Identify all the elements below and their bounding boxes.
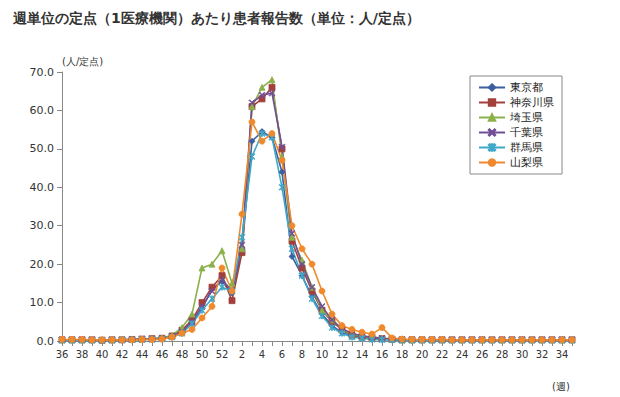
svg-text:(人/定点): (人/定点) [62,56,103,67]
svg-text:20: 20 [416,349,429,360]
svg-text:46: 46 [156,349,169,360]
svg-text:6: 6 [279,349,285,360]
svg-text:14: 14 [356,349,369,360]
svg-text:48: 48 [176,349,189,360]
svg-text:36: 36 [56,349,69,360]
svg-text:50: 50 [196,349,209,360]
svg-text:40.0: 40.0 [30,181,55,194]
svg-text:10: 10 [316,349,329,360]
svg-text:60.0: 60.0 [30,104,55,117]
svg-text:70.0: 70.0 [30,66,55,79]
svg-text:50.0: 50.0 [30,142,55,155]
svg-text:30: 30 [516,349,529,360]
svg-text:42: 42 [116,349,129,360]
svg-text:神奈川県: 神奈川県 [510,96,554,109]
svg-text:(週): (週) [552,381,570,392]
svg-text:2: 2 [239,349,245,360]
svg-text:20.0: 20.0 [30,258,55,271]
svg-text:10.0: 10.0 [30,296,55,309]
svg-text:16: 16 [376,349,389,360]
svg-text:千葉県: 千葉県 [510,126,543,139]
svg-text:週単位の定点（1医療機関）あたり患者報告数（単位：人/定点）: 週単位の定点（1医療機関）あたり患者報告数（単位：人/定点） [12,10,420,26]
svg-text:24: 24 [456,349,469,360]
svg-text:4: 4 [259,349,265,360]
svg-text:東京都: 東京都 [510,81,543,94]
svg-text:8: 8 [299,349,305,360]
svg-text:22: 22 [436,349,449,360]
svg-text:0.0: 0.0 [37,335,55,348]
svg-text:32: 32 [536,349,549,360]
svg-text:28: 28 [496,349,509,360]
svg-text:12: 12 [336,349,349,360]
svg-text:44: 44 [136,349,149,360]
svg-text:34: 34 [556,349,569,360]
svg-text:群馬県: 群馬県 [510,141,543,154]
svg-text:山梨県: 山梨県 [510,156,543,169]
svg-text:30.0: 30.0 [30,219,55,232]
svg-text:埼玉県: 埼玉県 [509,111,543,124]
svg-text:40: 40 [96,349,109,360]
svg-text:52: 52 [216,349,229,360]
svg-text:26: 26 [476,349,489,360]
svg-text:18: 18 [396,349,409,360]
svg-text:38: 38 [76,349,89,360]
